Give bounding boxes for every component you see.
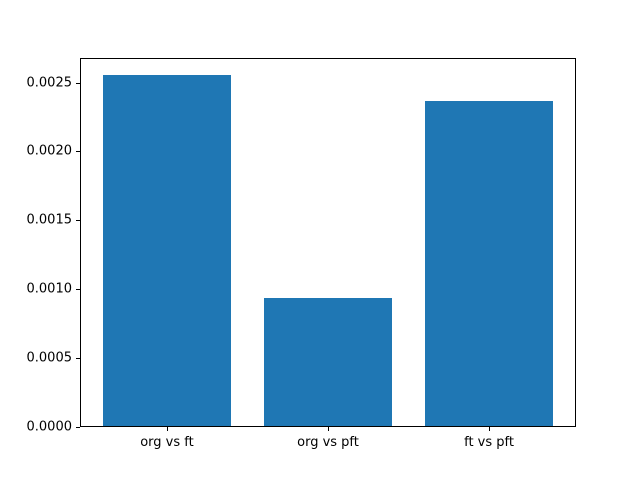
bar-ft-vs-pft bbox=[424, 100, 554, 426]
xtick-label-org-vs-pft: org vs pft bbox=[297, 435, 359, 450]
xtick-label-ft-vs-pft: ft vs pft bbox=[464, 435, 514, 450]
xtick-label-org-vs-ft: org vs ft bbox=[140, 435, 194, 450]
x-tick-mark bbox=[166, 427, 168, 431]
plot-area bbox=[80, 58, 576, 427]
ytick-label-0.0020: 0.0020 bbox=[26, 143, 73, 159]
x-tick-mark bbox=[489, 427, 491, 431]
bar-org-vs-pft bbox=[263, 297, 393, 426]
ytick-label-0.0015: 0.0015 bbox=[26, 212, 73, 228]
x-tick-mark bbox=[328, 427, 329, 431]
y-tick-mark bbox=[76, 427, 80, 428]
ytick-label-0.0005: 0.0005 bbox=[26, 350, 73, 366]
y-tick-mark bbox=[76, 82, 80, 84]
y-tick-mark bbox=[76, 289, 80, 291]
ytick-label-0.0025: 0.0025 bbox=[26, 75, 73, 91]
bar-org-vs-ft bbox=[102, 74, 232, 426]
y-tick-mark bbox=[76, 220, 80, 222]
y-tick-mark bbox=[76, 358, 80, 360]
y-tick-mark bbox=[76, 151, 80, 153]
ytick-label-0.0010: 0.0010 bbox=[26, 281, 73, 297]
ytick-label-0.0000: 0.0000 bbox=[26, 419, 73, 435]
